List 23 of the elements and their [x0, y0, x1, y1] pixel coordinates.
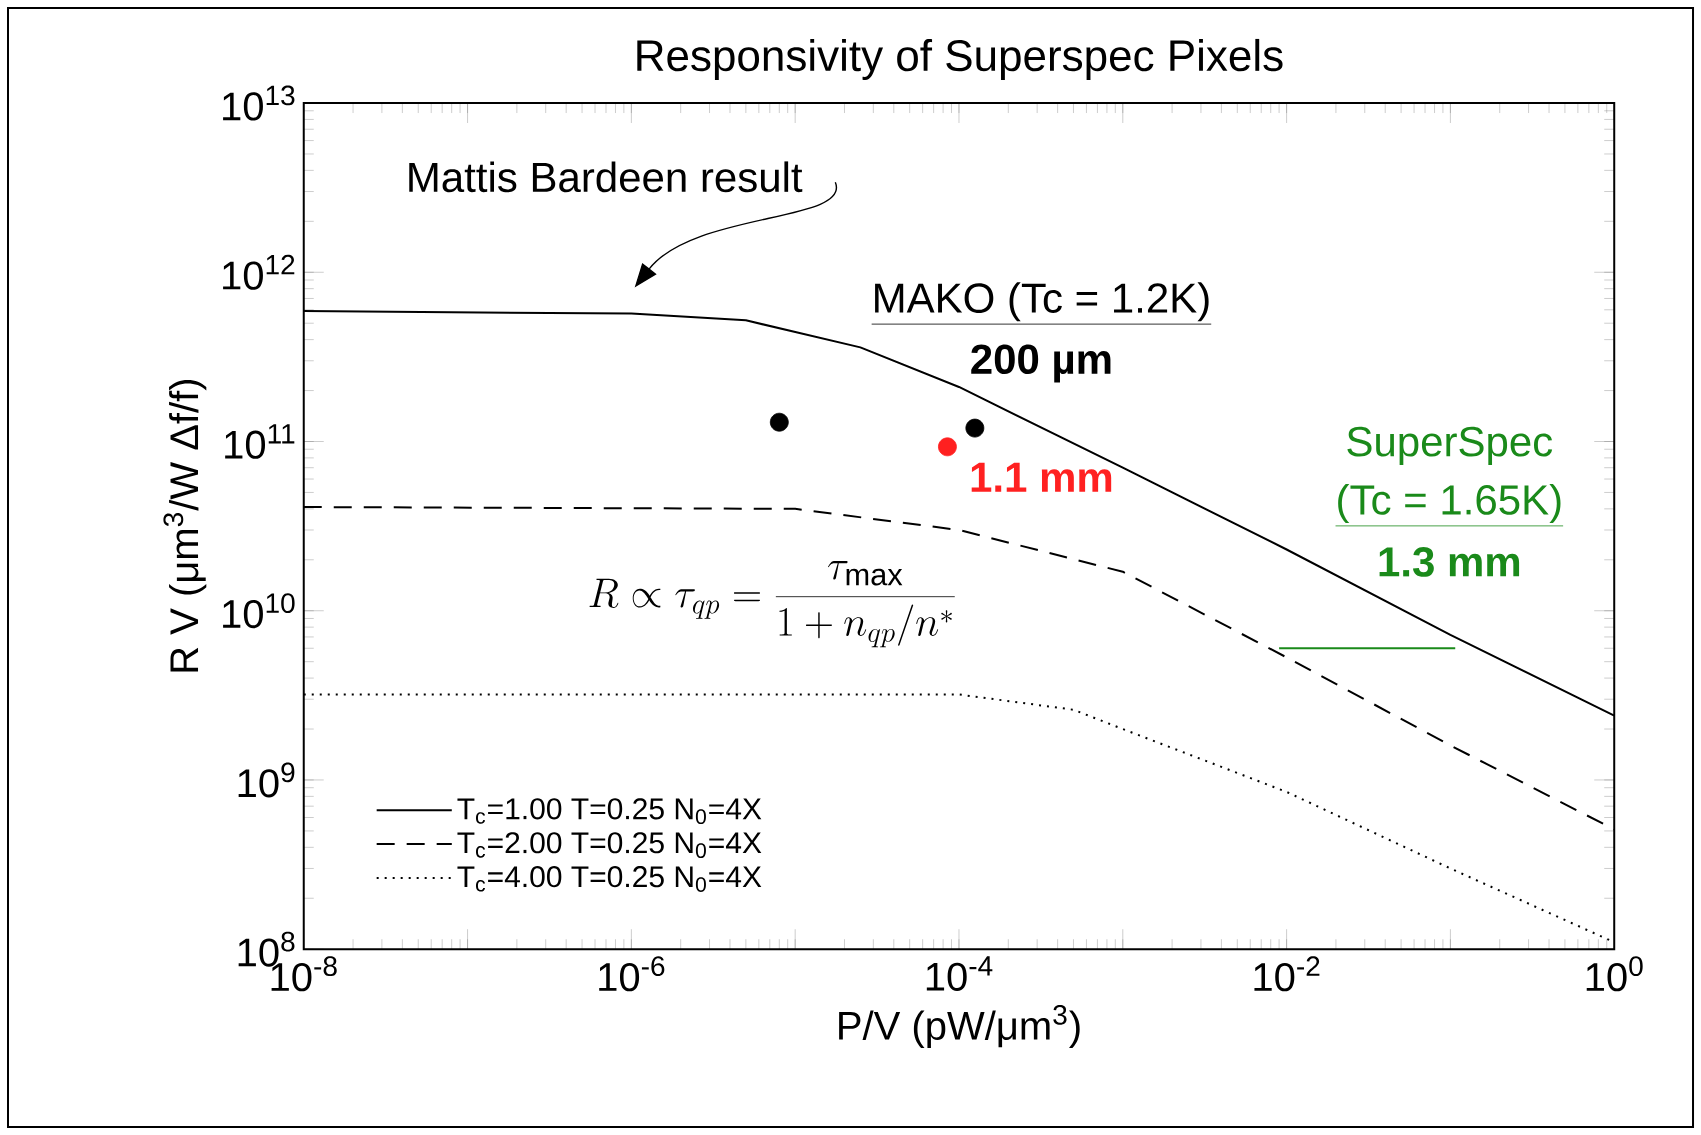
y-tick-label: 10$^{9}$ — [238, 762, 295, 798]
chart-title: Responsivity of Superspec Pixels — [637, 38, 1283, 80]
annotation: Mattis Bardeen result — [409, 161, 803, 193]
y-tick-label: 10$^{10}$ — [223, 593, 295, 629]
y-tick-label: 10$^{12}$ — [223, 254, 295, 290]
legend-label: T$_{c}$=4.00 T=0.25 N$_{0}$=4X — [457, 866, 762, 892]
x-tick-label: 10$^{-6}$ — [599, 956, 665, 992]
annotation: MAKO (Tc = 1.2K) — [875, 282, 1209, 322]
annotation: SuperSpec — [1347, 426, 1553, 465]
y-axis-title: R V (μm$^{3}$/W Δf/f) — [163, 379, 207, 672]
annotation: 200 µm — [971, 344, 1111, 383]
y-tick-label: 10$^{11}$ — [225, 424, 295, 459]
annotation: (Tc = 1.65K) — [1338, 483, 1561, 524]
annotation: 1.1 mm — [971, 462, 1112, 492]
x-tick-label: 10$^{-4}$ — [926, 956, 993, 991]
legend-label: T$_{c}$=1.00 T=0.25 N$_{0}$=4X — [457, 798, 762, 825]
legend-label: T$_{c}$=2.00 T=0.25 N$_{0}$=4X — [457, 832, 762, 859]
annotation: $R \propto \tau_{qp} = \frac{\tau_{\mathrm{max}}}{1+n_{qp}/n^{*}}$ — [589, 561, 955, 648]
x-tick-label: 10$^{0}$ — [1586, 956, 1643, 992]
x-tick-label: 10$^{-2}$ — [1254, 956, 1320, 992]
annotation: 1.3 mm — [1379, 547, 1520, 577]
y-tick-label: 10$^{13}$ — [223, 85, 295, 121]
x-axis-title: P/V (pW/μm$^{3}$) — [839, 1004, 1080, 1048]
